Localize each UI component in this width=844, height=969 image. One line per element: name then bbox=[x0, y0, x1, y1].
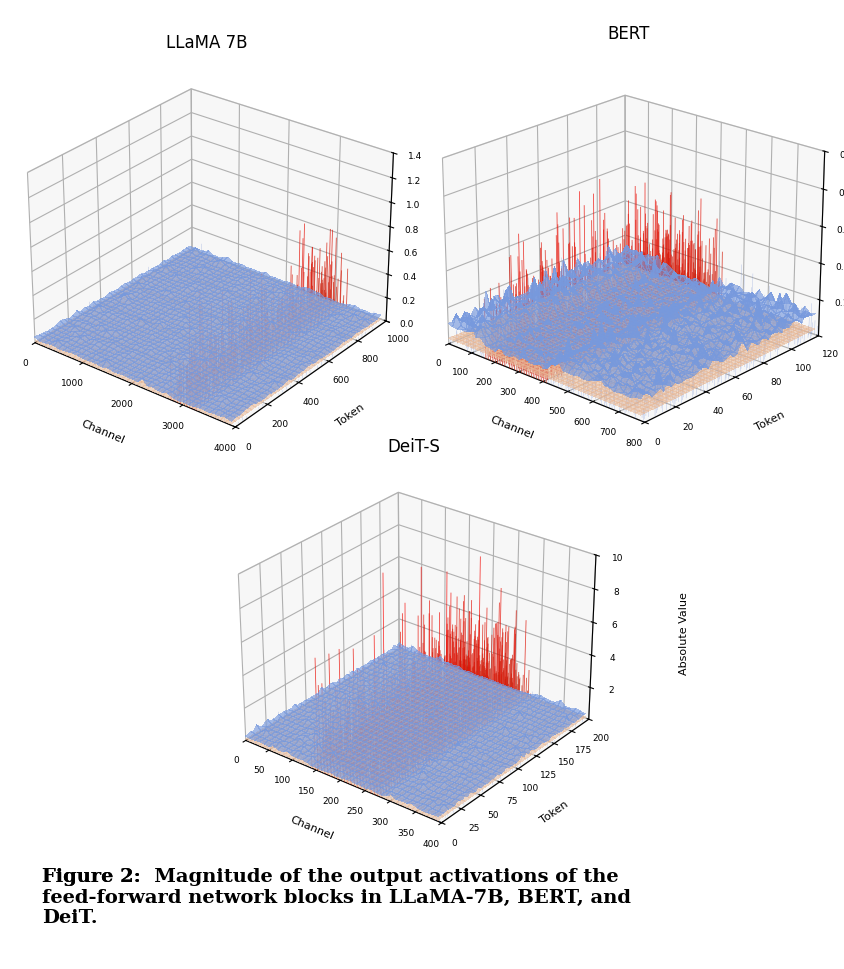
Title: LLaMA 7B: LLaMA 7B bbox=[166, 34, 247, 51]
X-axis label: Channel: Channel bbox=[489, 415, 535, 441]
Y-axis label: Token: Token bbox=[334, 402, 365, 428]
Title: DeiT-S: DeiT-S bbox=[387, 438, 440, 456]
X-axis label: Channel: Channel bbox=[80, 419, 127, 446]
Title: BERT: BERT bbox=[608, 25, 650, 44]
Text: Figure 2:: Figure 2: bbox=[42, 868, 141, 886]
Y-axis label: Token: Token bbox=[538, 799, 571, 826]
X-axis label: Channel: Channel bbox=[289, 815, 335, 842]
Y-axis label: Token: Token bbox=[754, 410, 787, 433]
Text: Figure 2:  Magnitude of the output activations of the
feed-forward network block: Figure 2: Magnitude of the output activa… bbox=[42, 868, 631, 927]
